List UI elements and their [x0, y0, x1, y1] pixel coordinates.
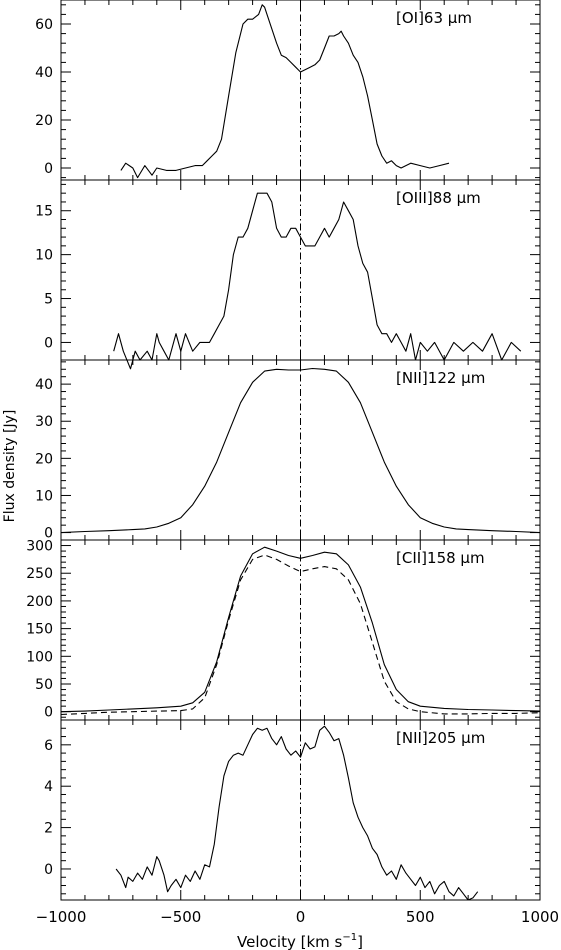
y-tick-label: 30	[35, 414, 53, 430]
line-label: [CII]158 μm	[396, 549, 485, 567]
line-label: [NII]122 μm	[396, 369, 485, 387]
x-tick-label: −500	[160, 908, 201, 926]
y-tick-label: 0	[44, 335, 53, 351]
y-tick-label: 0	[44, 161, 53, 177]
y-tick-label: 50	[35, 677, 53, 693]
y-tick-label: 0	[44, 862, 53, 878]
y-tick-label: 15	[35, 204, 53, 220]
y-tick-label: 60	[35, 17, 53, 33]
panel-3: 0 10 20 30 40 [NII]122 μm	[35, 359, 541, 542]
x-tick-label: 1000	[521, 908, 559, 926]
y-tick-label: 40	[35, 65, 53, 81]
y-tick-label: 4	[44, 779, 53, 795]
series-line-1	[60, 546, 541, 713]
y-tick-label: 5	[44, 292, 53, 308]
x-axis-label-sup: −1	[342, 932, 357, 943]
x-axis-label-end: ]	[357, 933, 363, 950]
panel-1: 0 20 40 60 [OI]63 μm	[35, 0, 541, 181]
line-label: [OI]63 μm	[396, 9, 472, 27]
panel-5: 0 2 4 6 [NII]205 μm	[44, 719, 541, 901]
y-tick-label: 0	[44, 526, 53, 542]
y-tick-label: 150	[26, 622, 53, 638]
y-tick-label: 100	[26, 649, 53, 665]
series-line-1	[60, 367, 541, 534]
x-axis-label: Velocity [km s−1]	[237, 932, 363, 950]
x-tick-label: 500	[406, 908, 435, 926]
series-line-1	[115, 725, 479, 901]
x-tick-label: 0	[296, 908, 306, 926]
y-tick-label: 2	[44, 821, 53, 837]
x-axis-label-main: Velocity [km s	[237, 933, 343, 950]
series-line-1	[120, 4, 450, 179]
y-tick-label: 20	[35, 451, 53, 467]
y-tick-label: 0	[44, 705, 53, 721]
y-tick-label: 6	[44, 738, 53, 754]
y-tick-label: 200	[26, 594, 53, 610]
line-label: [NII]205 μm	[396, 729, 485, 747]
y-tick-label: 250	[26, 566, 53, 582]
y-tick-label: 10	[35, 248, 53, 264]
y-axis-label: Flux density [Jy]	[2, 410, 18, 523]
panel-4: 0 50 100 150 200 250 300 [CII]158 μm	[26, 539, 541, 721]
line-label: [OIII]88 μm	[396, 189, 481, 207]
y-tick-label: 300	[26, 539, 53, 555]
y-tick-label: 20	[35, 113, 53, 129]
y-tick-label: 40	[35, 377, 53, 393]
y-tick-label: 10	[35, 488, 53, 504]
panel-2: 0 5 10 15 [OIII]88 μm	[35, 179, 541, 370]
x-tick-label: −1000	[36, 908, 87, 926]
series-line-1	[113, 192, 522, 370]
x-axis: −1000 −500 0 500 1000	[36, 908, 559, 926]
